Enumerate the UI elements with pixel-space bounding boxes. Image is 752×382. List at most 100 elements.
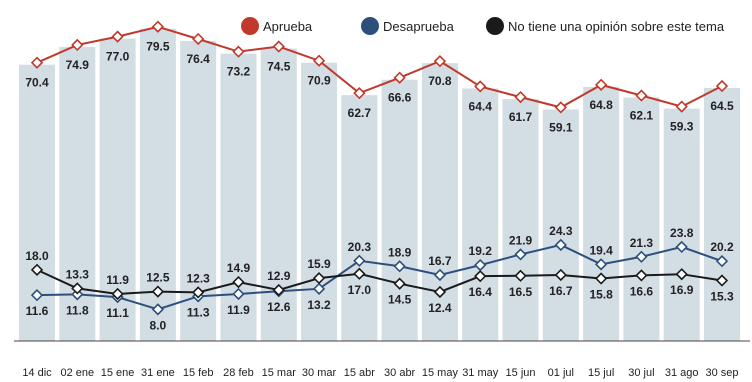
label-aprueba-30-sep: 64.5 bbox=[710, 99, 734, 113]
point-desaprueba-31-ago bbox=[675, 240, 688, 254]
label-no-tiene-una-opinion-sobre-este-tema-31-ago: 16.9 bbox=[670, 283, 694, 297]
bar-30-abr bbox=[381, 79, 418, 341]
x-tick-labels: 14 dic 02 ene 15 ene 31 ene 15 feb 28 feb 15 m… bbox=[22, 367, 738, 379]
label-desaprueba-15-jun: 21.9 bbox=[509, 233, 533, 247]
label-no-tiene-una-opinion-sobre-este-tema-15-feb: 12.3 bbox=[186, 271, 210, 285]
point-no-tiene-una-opinion-sobre-este-tema-15-mar bbox=[272, 283, 285, 297]
label-no-tiene-una-opinion-sobre-este-tema-15-may: 12.4 bbox=[428, 301, 452, 315]
point-desaprueba-31-ene bbox=[151, 303, 165, 316]
point-desaprueba-15-jul bbox=[594, 258, 608, 271]
label-desaprueba-31-ene: 8.0 bbox=[150, 318, 167, 332]
legend: Aprueba Desaprueba No tiene una opinión … bbox=[241, 17, 725, 35]
label-aprueba-15-abr: 62.7 bbox=[348, 106, 372, 120]
point-aprueba-15-jun bbox=[514, 90, 527, 104]
label-no-tiene-una-opinion-sobre-este-tema-15-ene: 11.9 bbox=[106, 273, 129, 287]
lines-layer bbox=[30, 20, 729, 316]
point-desaprueba-14-dic bbox=[30, 289, 44, 302]
x-tick-30-jul: 30 jul bbox=[628, 367, 654, 379]
label-no-tiene-una-opinion-sobre-este-tema-15-jul: 15.8 bbox=[589, 288, 613, 302]
point-no-tiene-una-opinion-sobre-este-tema-14-dic bbox=[30, 263, 44, 276]
legend-marker-no-opinion bbox=[486, 17, 504, 35]
bar-30-jul bbox=[623, 97, 660, 341]
label-aprueba-15-mar: 74.5 bbox=[267, 60, 291, 74]
label-no-tiene-una-opinion-sobre-este-tema-02-ene: 13.3 bbox=[66, 267, 90, 281]
label-aprueba-31-ene: 79.5 bbox=[146, 40, 170, 54]
point-aprueba-15-jul bbox=[594, 78, 608, 91]
point-no-tiene-una-opinion-sobre-este-tema-15-may bbox=[433, 285, 447, 299]
x-tick-15-jul: 15 jul bbox=[588, 367, 614, 379]
label-aprueba-30-jul: 62.1 bbox=[630, 109, 654, 123]
x-tick-30-abr: 30 abr bbox=[384, 367, 416, 379]
point-aprueba-30-jul bbox=[635, 89, 648, 102]
point-no-tiene-una-opinion-sobre-este-tema-01-jul bbox=[554, 268, 567, 282]
x-tick-15-may: 15 may bbox=[422, 367, 459, 379]
label-desaprueba-28-feb: 11.9 bbox=[227, 303, 250, 317]
x-tick-02-ene: 02 ene bbox=[60, 367, 94, 379]
legend-marker-aprueba bbox=[241, 17, 259, 35]
bar-15-jul bbox=[583, 86, 620, 341]
bar-31-ago bbox=[663, 108, 700, 341]
point-aprueba-15-feb bbox=[192, 32, 205, 46]
point-aprueba-31-may bbox=[474, 80, 487, 93]
label-no-tiene-una-opinion-sobre-este-tema-31-ene: 12.5 bbox=[146, 271, 170, 285]
point-desaprueba-30-sep bbox=[715, 255, 729, 268]
point-no-tiene-una-opinion-sobre-este-tema-30-sep bbox=[715, 274, 729, 287]
label-desaprueba-14-dic: 11.6 bbox=[26, 304, 49, 318]
point-no-tiene-una-opinion-sobre-este-tema-15-feb bbox=[192, 286, 205, 299]
label-no-tiene-una-opinion-sobre-este-tema-15-mar: 12.9 bbox=[267, 269, 291, 283]
label-aprueba-30-abr: 66.6 bbox=[388, 91, 412, 105]
legend-item-no-opinion: No tiene una opinión sobre este tema bbox=[486, 17, 725, 35]
legend-label-no-opinion: No tiene una opinión sobre este tema bbox=[508, 19, 725, 34]
legend-label-aprueba: Aprueba bbox=[263, 19, 313, 34]
point-aprueba-15-may bbox=[433, 55, 447, 68]
label-desaprueba-15-may: 16.7 bbox=[428, 254, 452, 268]
point-no-tiene-una-opinion-sobre-este-tema-30-jul bbox=[635, 269, 648, 282]
x-tick-15-ene: 15 ene bbox=[101, 367, 135, 379]
label-aprueba-14-dic: 70.4 bbox=[25, 76, 49, 90]
point-no-tiene-una-opinion-sobre-este-tema-31-ene bbox=[151, 285, 165, 298]
label-aprueba-15-jul: 64.8 bbox=[589, 98, 613, 112]
series-line-desaprueba bbox=[36, 243, 723, 311]
point-no-tiene-una-opinion-sobre-este-tema-30-mar bbox=[312, 272, 326, 285]
legend-label-desaprueba: Desaprueba bbox=[383, 19, 455, 34]
label-aprueba-30-mar: 70.9 bbox=[307, 74, 331, 88]
point-no-tiene-una-opinion-sobre-este-tema-15-abr bbox=[353, 267, 366, 280]
label-desaprueba-15-ene: 11.1 bbox=[106, 306, 129, 320]
label-aprueba-31-ago: 59.3 bbox=[670, 120, 694, 134]
label-aprueba-01-jul: 59.1 bbox=[549, 120, 573, 134]
point-desaprueba-15-abr bbox=[353, 254, 366, 267]
point-aprueba-28-feb bbox=[232, 45, 245, 58]
point-no-tiene-una-opinion-sobre-este-tema-02-ene bbox=[71, 282, 84, 295]
x-tick-30-sep: 30 sep bbox=[705, 367, 738, 379]
label-desaprueba-30-sep: 20.2 bbox=[710, 240, 734, 254]
label-no-tiene-una-opinion-sobre-este-tema-14-dic: 18.0 bbox=[25, 249, 49, 263]
point-aprueba-30-sep bbox=[715, 79, 729, 93]
point-no-tiene-una-opinion-sobre-este-tema-15-ene bbox=[111, 287, 124, 301]
label-desaprueba-30-jul: 21.3 bbox=[630, 236, 654, 250]
label-no-tiene-una-opinion-sobre-este-tema-28-feb: 14.9 bbox=[227, 261, 251, 275]
label-desaprueba-30-mar: 13.2 bbox=[307, 298, 331, 312]
label-no-tiene-una-opinion-sobre-este-tema-30-mar: 15.9 bbox=[307, 257, 331, 271]
bar-30-sep bbox=[704, 88, 740, 341]
point-no-tiene-una-opinion-sobre-este-tema-15-jul bbox=[594, 272, 608, 285]
label-desaprueba-15-mar: 12.6 bbox=[267, 300, 291, 314]
bar-31-may bbox=[462, 88, 499, 341]
label-aprueba-15-may: 70.8 bbox=[428, 74, 452, 88]
bar-15-jun bbox=[502, 99, 539, 341]
bar-15-may bbox=[421, 63, 458, 341]
bar-01-jul bbox=[542, 109, 579, 341]
label-no-tiene-una-opinion-sobre-este-tema-15-abr: 17.0 bbox=[348, 283, 372, 297]
label-desaprueba-15-jul: 19.4 bbox=[589, 243, 613, 257]
legend-item-aprueba: Aprueba bbox=[241, 17, 313, 35]
label-desaprueba-01-jul: 24.3 bbox=[549, 224, 573, 238]
x-tick-31-ene: 31 ene bbox=[141, 367, 175, 379]
label-desaprueba-30-abr: 18.9 bbox=[388, 245, 412, 259]
point-no-tiene-una-opinion-sobre-este-tema-30-abr bbox=[393, 277, 406, 290]
label-desaprueba-02-ene: 11.8 bbox=[66, 303, 89, 317]
x-tick-31-may: 31 may bbox=[462, 367, 499, 379]
label-desaprueba-15-abr: 20.3 bbox=[348, 240, 372, 254]
point-aprueba-30-mar bbox=[312, 54, 326, 67]
point-no-tiene-una-opinion-sobre-este-tema-31-ago bbox=[675, 268, 688, 281]
point-aprueba-31-ago bbox=[675, 100, 688, 113]
